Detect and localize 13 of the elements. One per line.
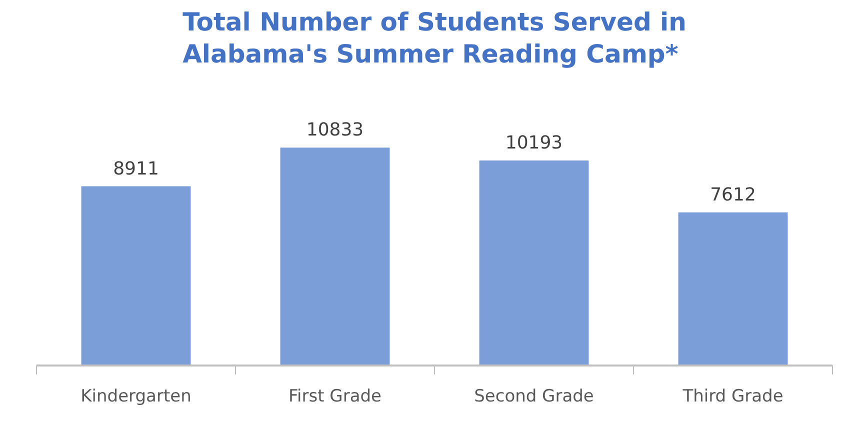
chart-title: Total Number of Students Served in Alabama's Summer Reading Camp* [182,8,686,68]
data-label: 10193 [505,132,563,154]
bar [678,212,788,366]
data-label: 7612 [710,184,756,206]
bar [81,186,191,366]
bar [479,160,589,366]
x-tick-label: Kindergarten [80,386,192,406]
x-tick-label: Second Grade [474,386,594,406]
bar [280,148,390,366]
data-label: 8911 [113,158,159,180]
x-tick-label: First Grade [288,386,382,406]
x-tick-label: Third Grade [682,386,784,406]
data-label: 10833 [306,120,364,141]
